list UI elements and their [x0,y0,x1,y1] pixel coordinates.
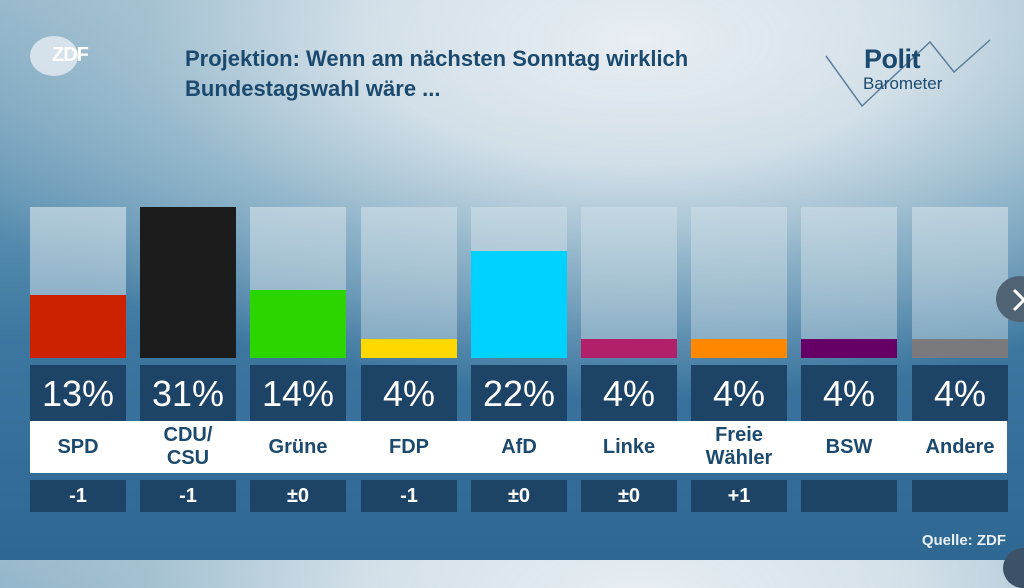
bar-cducsu [140,207,236,358]
bar-background [361,207,457,358]
change-label: -1 [30,480,126,512]
change-label: +1 [691,480,787,512]
brand-barometer: Barometer [863,74,943,93]
chevron-right-icon [1012,288,1024,312]
value-label: 4% [801,365,897,421]
category-label: Freie Wähler [705,424,773,469]
title-line-1: Projektion: Wenn am nächsten Sonntag wir… [185,46,689,71]
source-note: Quelle: ZDF [921,532,1006,549]
bar-background [581,207,677,358]
category-label: FDP [389,435,429,458]
value-label: 4% [691,365,787,421]
title-line-2: Bundestagswahl wäre ... [185,76,441,101]
bar-background [801,207,897,358]
politbarometer-zigzag-icon [825,39,991,108]
bar-spd [30,295,126,358]
zdf-logo: ZDF [52,44,89,66]
change-label: -1 [361,480,457,512]
category-label: AfD [501,435,537,458]
party-label-strip [30,421,1007,473]
value-label: 4% [361,365,457,421]
bar-bsw [801,339,897,358]
bar-chart [30,207,1008,358]
change-label: ±0 [471,480,567,512]
bar-linke [581,339,677,358]
change-label: ±0 [581,480,677,512]
category-label: CDU/CSU [163,424,213,469]
category-label: BSW [825,435,873,458]
bar-background [912,207,1008,358]
bar-freiewähler [691,339,787,358]
category-label: Andere [925,435,995,458]
change-label: -1 [140,480,236,512]
brand-polit: Polit [864,44,921,74]
bar-andere [912,339,1008,358]
change-label: ±0 [250,480,346,512]
value-label: 22% [471,365,567,421]
value-label: 14% [250,365,346,421]
value-label: 31% [140,365,236,421]
category-label: SPD [57,435,99,458]
bar-background [691,207,787,358]
zdf-logo-circle [30,36,78,76]
change-label [912,480,1008,512]
change-label [801,480,897,512]
value-label: 4% [581,365,677,421]
chart-title: Projektion: Wenn am nächsten Sonntag wir… [185,44,688,104]
bar-afd [471,251,567,358]
category-label: Grüne [268,435,328,458]
bar-grüne [250,290,346,358]
bar-fdp [361,339,457,358]
value-label: 13% [30,365,126,421]
category-label: Linke [602,435,656,458]
value-label: 4% [912,365,1008,421]
